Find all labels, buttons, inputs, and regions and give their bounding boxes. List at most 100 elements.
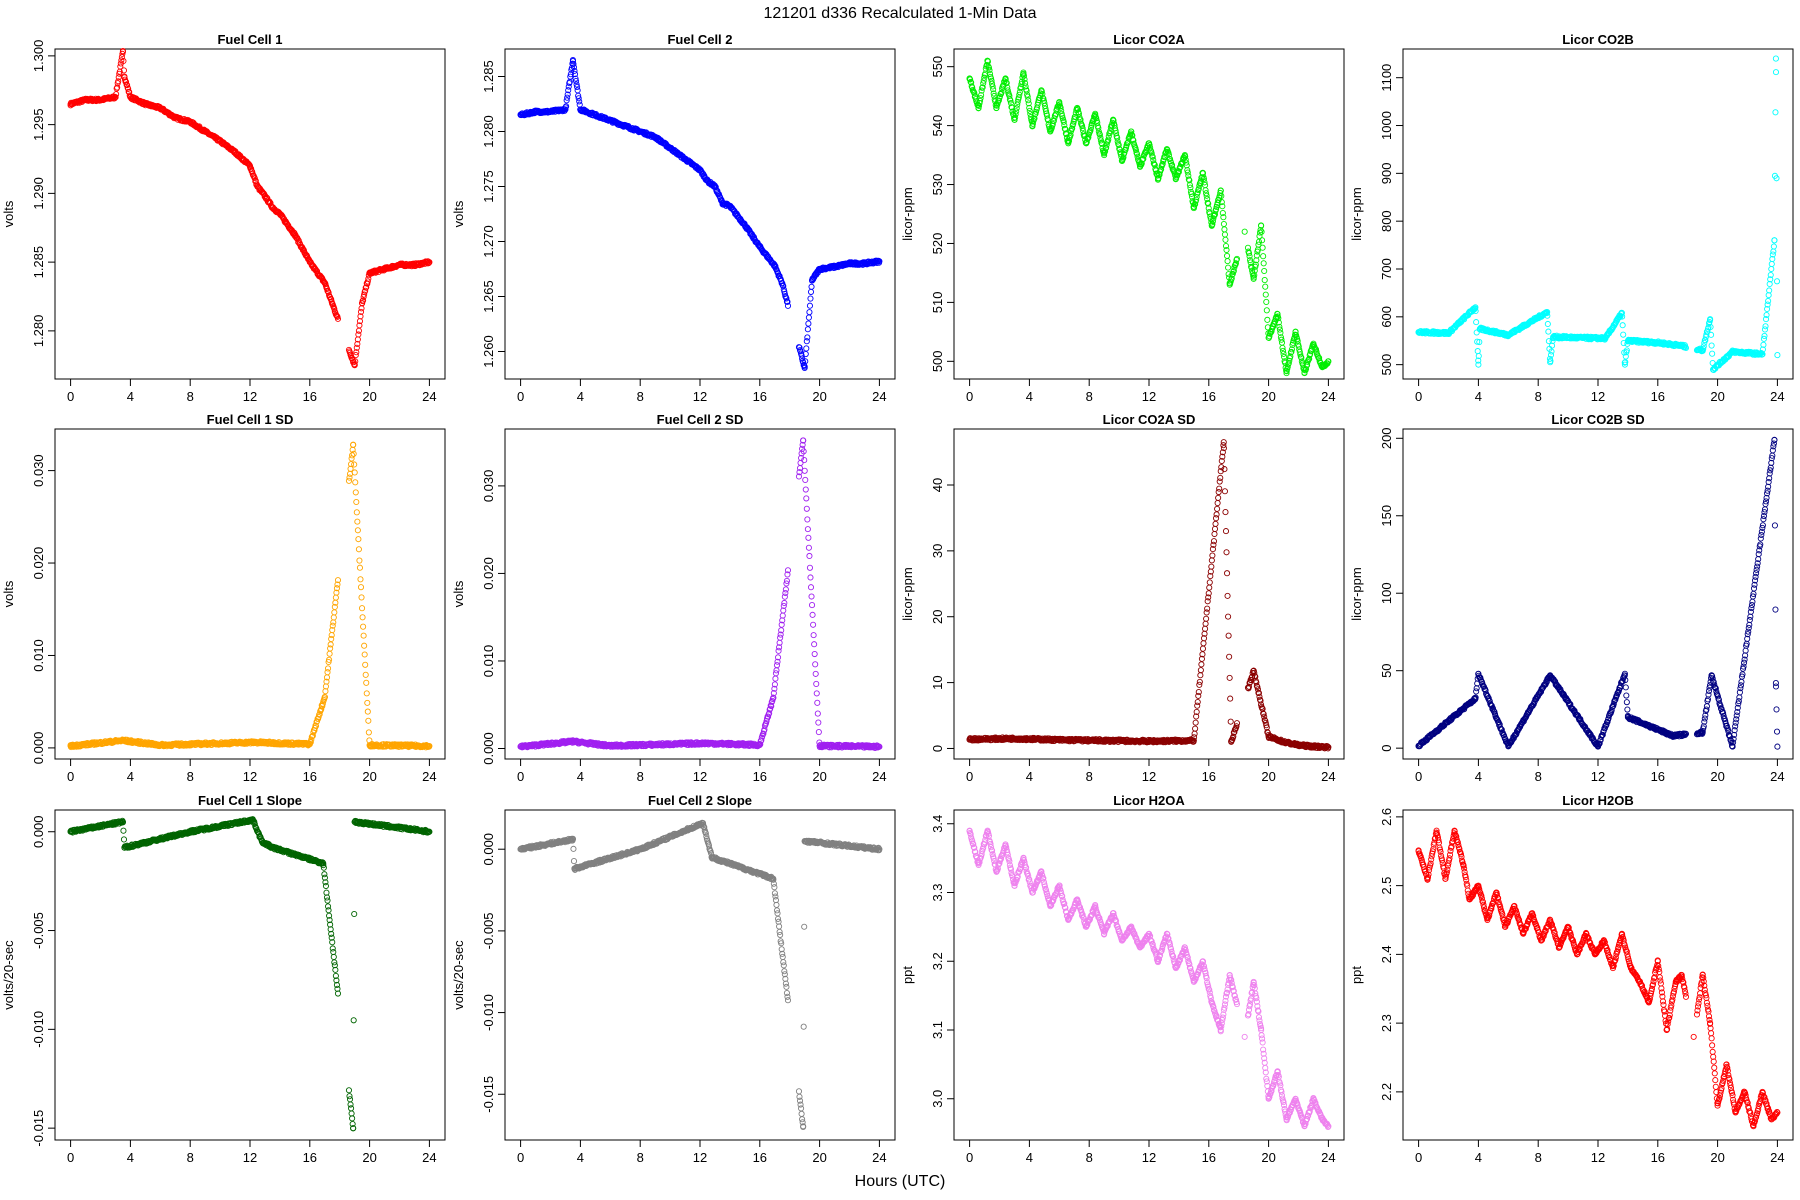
data-point bbox=[1768, 260, 1775, 268]
x-tick-label: 16 bbox=[303, 389, 317, 404]
y-tick-label: 1.290 bbox=[31, 177, 46, 210]
data-point bbox=[1206, 584, 1213, 591]
y-tick-label: 520 bbox=[930, 233, 945, 255]
data-point bbox=[809, 611, 816, 618]
data-point bbox=[363, 679, 370, 686]
data-point bbox=[246, 162, 254, 169]
data-point bbox=[115, 78, 122, 85]
data-point bbox=[112, 94, 119, 101]
data-point bbox=[352, 358, 359, 365]
data-point bbox=[808, 283, 815, 290]
plot-frame bbox=[504, 48, 896, 380]
data-point bbox=[1202, 620, 1209, 627]
data-point bbox=[807, 574, 814, 581]
data-point bbox=[332, 594, 339, 601]
y-axis-label: volts bbox=[1, 200, 16, 227]
data-point bbox=[806, 309, 813, 316]
x-tick-label: 4 bbox=[1026, 769, 1033, 784]
x-tick-label: 0 bbox=[67, 389, 74, 404]
y-tick-label: 40 bbox=[930, 478, 945, 492]
y-axis-label: licor-ppm bbox=[900, 567, 915, 620]
panel-4: Fuel Cell 1 SD0 4 8 12 16 20 240.0000.0100.020… bbox=[1, 412, 446, 784]
data-point bbox=[563, 97, 570, 104]
data-point bbox=[326, 650, 333, 657]
y-tick-label: 1.295 bbox=[31, 108, 46, 141]
data-point bbox=[1208, 563, 1215, 570]
data-point bbox=[1709, 350, 1716, 357]
data-point bbox=[1544, 320, 1551, 328]
data-point bbox=[814, 699, 821, 706]
x-tick-label: 4 bbox=[127, 769, 134, 784]
data-point bbox=[359, 298, 366, 305]
data-point bbox=[564, 94, 571, 101]
panel-title: Licor CO2A SD bbox=[1103, 412, 1196, 427]
data-point bbox=[1772, 69, 1780, 76]
data-point bbox=[364, 278, 371, 285]
y-tick-label: 530 bbox=[930, 174, 945, 196]
y-tick-label: 0.030 bbox=[31, 454, 46, 487]
data-point bbox=[331, 305, 338, 313]
data-point bbox=[362, 287, 369, 294]
y-tick-label: 1.275 bbox=[481, 170, 496, 203]
data-point bbox=[353, 344, 360, 351]
data-point bbox=[353, 509, 360, 516]
x-tick-label: 16 bbox=[1651, 389, 1665, 404]
x-tick-label: 24 bbox=[1770, 389, 1784, 404]
data-point bbox=[573, 81, 580, 88]
data-point bbox=[361, 642, 368, 649]
data-point bbox=[575, 95, 582, 102]
data-point bbox=[805, 314, 812, 321]
panel-title: Fuel Cell 1 SD bbox=[207, 412, 294, 427]
data-point bbox=[350, 441, 357, 448]
data-point bbox=[314, 268, 321, 275]
data-point bbox=[1768, 265, 1775, 273]
data-point bbox=[97, 96, 104, 103]
y-tick-label: 0.020 bbox=[481, 557, 496, 590]
data-point bbox=[1258, 228, 1265, 235]
data-point bbox=[802, 486, 809, 493]
data-point bbox=[1221, 231, 1228, 238]
data-point bbox=[572, 75, 579, 82]
data-point bbox=[1204, 605, 1211, 612]
data-point bbox=[355, 546, 362, 553]
y-tick-label: 1100 bbox=[1379, 64, 1394, 92]
data-point bbox=[120, 57, 127, 65]
data-point bbox=[1225, 613, 1232, 620]
y-tick-label: 1.280 bbox=[481, 115, 496, 148]
x-tick-label: 4 bbox=[1026, 389, 1033, 404]
data-point bbox=[1199, 645, 1207, 652]
y-tick-label: 0.010 bbox=[31, 639, 46, 672]
data-point bbox=[1216, 485, 1223, 492]
data-point bbox=[1241, 228, 1248, 235]
data-point bbox=[803, 345, 810, 352]
x-tick-label: 12 bbox=[1591, 389, 1605, 404]
data-point bbox=[365, 717, 372, 724]
x-tick-label: 16 bbox=[753, 389, 767, 404]
x-tick-label: 8 bbox=[187, 389, 194, 404]
data-point bbox=[324, 665, 332, 672]
data-point bbox=[1227, 718, 1234, 725]
data-point bbox=[813, 690, 820, 697]
plot-frame bbox=[953, 428, 1345, 760]
x-tick-label: 20 bbox=[812, 389, 826, 404]
data-point bbox=[354, 527, 361, 534]
data-point bbox=[359, 605, 366, 612]
data-point bbox=[321, 279, 328, 286]
panel-1: Fuel Cell 20 4 8 12 16 20 241.2601.2651.2701.2… bbox=[451, 32, 896, 404]
data-point bbox=[804, 326, 811, 333]
data-point bbox=[1211, 525, 1219, 532]
data-point bbox=[567, 73, 574, 80]
data-point bbox=[570, 64, 578, 71]
data-point bbox=[1223, 549, 1230, 556]
data-point bbox=[1259, 244, 1266, 251]
y-tick-label: 1000 bbox=[1379, 111, 1394, 140]
data-point bbox=[1264, 316, 1271, 323]
data-point bbox=[1233, 720, 1241, 727]
data-point bbox=[576, 98, 583, 105]
y-axis-label: volts bbox=[451, 200, 466, 227]
data-point bbox=[306, 259, 313, 266]
data-point bbox=[1222, 236, 1229, 243]
panel-title: Fuel Cell 2 SD bbox=[657, 412, 744, 427]
data-point bbox=[815, 729, 822, 736]
y-tick-label: 1.285 bbox=[31, 246, 46, 279]
